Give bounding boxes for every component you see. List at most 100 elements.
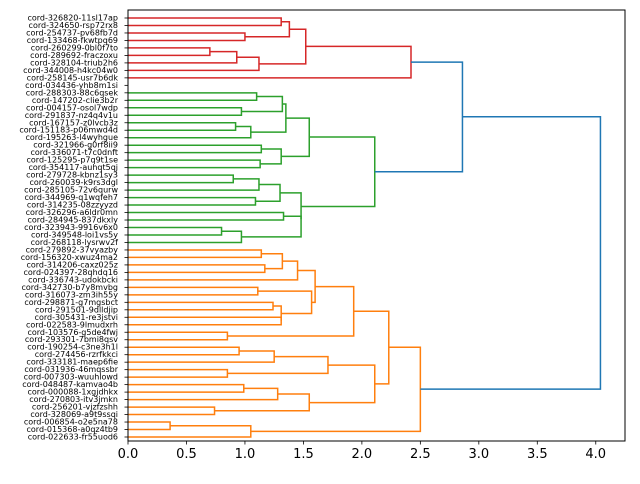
leaf-label: cord-342730-b7y8mvbg	[21, 283, 118, 292]
x-tick-label: 2.5	[410, 447, 431, 462]
leaf-label: cord-279892-37vyazby	[26, 245, 119, 254]
leaf-label: cord-293301-7bmi8qsv	[25, 335, 118, 344]
dendrogram-link	[260, 148, 282, 165]
dendrogram-link	[128, 368, 229, 378]
dendrogram-link	[128, 174, 234, 184]
leaf-label: cord-289692-fraczoxu	[30, 51, 118, 60]
leaf-label: cord-022583-9lmudxrh	[26, 320, 118, 329]
dendrogram-link	[128, 56, 260, 72]
leaf-label: cord-284945-837dkxly	[27, 216, 118, 225]
dendrogram-link	[250, 346, 422, 433]
dendrogram-link	[128, 47, 211, 57]
leaf-label: cord-291501-9dlldjip	[35, 305, 118, 314]
dendrogram-link	[128, 178, 260, 191]
dendrogram-link	[301, 136, 376, 208]
leaf-label: cord-328104-triub2h6	[30, 58, 118, 67]
x-tick-label: 3.0	[468, 447, 489, 462]
dendrogram-link	[309, 364, 376, 404]
dendrogram-link	[128, 230, 243, 244]
leaf-label: cord-022633-fr55uod6	[28, 433, 118, 442]
x-tick-label: 4.0	[585, 447, 606, 462]
leaf-label: cord-336743-udokbcki	[28, 275, 118, 284]
dendrogram-link	[353, 310, 390, 385]
leaf-label: cord-256201-vjzfzshh	[32, 403, 118, 412]
leaf-label: cord-125295-p7q9t1se	[27, 156, 119, 165]
dendrogram-link	[128, 196, 257, 206]
leaf-label: cord-314206-caxz025z	[26, 260, 118, 269]
leaf-label: cord-048487-kamvao4b	[22, 380, 118, 389]
dendrogram-link	[227, 285, 355, 337]
leaf-label: cord-324650-rsp72rx8	[29, 21, 118, 30]
dendrogram-link	[250, 103, 287, 133]
dendrogram-link	[128, 350, 275, 363]
dendrogram-link	[297, 269, 316, 304]
leaf-label: cord-354117-auhqt5qj	[29, 163, 118, 172]
leaf-label: cord-316073-zm3ih55y	[25, 290, 118, 299]
leaf-label: cord-314235-08zzyyzd	[27, 201, 118, 210]
leaf-label: cord-344008-h4kc04w0	[23, 66, 118, 75]
dendrogram-link	[244, 20, 291, 38]
dendrogram-link	[128, 159, 261, 169]
dendrogram-link	[128, 50, 238, 64]
x-tick-label: 3.5	[527, 447, 548, 462]
dendrogram-link	[128, 107, 243, 117]
leaf-label: cord-344969-q1wqfeh7	[24, 193, 118, 202]
leaf-label: cord-195263-l4wyhgue	[25, 133, 118, 142]
leaf-label: cord-007303-wuuhlowd	[24, 373, 118, 382]
leaf-label: cord-270803-itv3jmkn	[29, 395, 118, 404]
leaf-label: cord-328069-a9t9ssqi	[30, 410, 118, 419]
dendrogram-link	[128, 260, 299, 281]
dendrogram-link	[128, 331, 229, 341]
leaf-label: cord-326820-11sl17ap	[27, 14, 118, 23]
leaf-label: cord-288303-88c6qsek	[26, 88, 119, 97]
leaf-label: cord-147202-clie3b2r	[32, 96, 119, 105]
dendrogram-link	[128, 144, 263, 154]
dendrogram-link	[128, 264, 266, 274]
dendrogram-link	[128, 301, 274, 311]
dendrogram-link	[128, 425, 252, 438]
leaf-label: cord-260039-k9rs3dgl	[30, 178, 118, 187]
leaf-label: cord-006854-o2e5na78	[24, 418, 118, 427]
leaf-label: cord-156320-xwuz4ma2	[21, 253, 118, 262]
leaf-label: cord-258145-usr7b6dk	[27, 73, 119, 82]
dendrogram-link	[258, 28, 307, 65]
leaf-label: cord-015368-a0qz4tb9	[27, 425, 119, 434]
dendrogram-link	[128, 346, 240, 356]
plot-frame	[127, 9, 626, 442]
x-tick-label: 0.5	[176, 447, 197, 462]
dendrogram-link	[241, 215, 302, 238]
dendrogram-link	[128, 226, 223, 236]
leaf-label: cord-336071-t7c0dnft	[30, 148, 118, 157]
leaf-label: cord-274456-rzrfkkci	[35, 350, 118, 359]
leaf-label: cord-254737-pv68fb7d	[26, 28, 118, 37]
leaf-label: cord-034436-yhb8m1si	[25, 81, 118, 90]
leaf-label: cord-260299-0bl0f7to	[31, 43, 118, 52]
leaf-label: cord-291837-nz4q4v1u	[25, 111, 118, 120]
leaf-label: cord-004157-osol7wdp	[26, 103, 118, 112]
leaf-label: cord-349548-loi1vs5y	[31, 230, 118, 239]
dendrogram-link	[241, 95, 284, 113]
x-tick-label: 0.0	[118, 447, 139, 462]
leaf-label: cord-133468-fkwtpq69	[27, 36, 118, 45]
dendrogram-link	[227, 355, 329, 375]
leaf-label: cord-103576-g5de4fwj	[27, 328, 118, 337]
dendrogram-link	[128, 387, 279, 401]
leaf-label: cord-279728-kbnz1sy3	[26, 171, 118, 180]
dendrogram-link	[128, 383, 245, 393]
x-tick-label: 1.5	[293, 447, 314, 462]
leaf-label: cord-333181-maep6fie	[26, 358, 118, 367]
dendrogram-link	[128, 421, 171, 431]
dendrogram-link	[128, 17, 282, 27]
x-tick-label: 2.0	[352, 447, 373, 462]
x-axis-ticks: 0.0 0.5 1.0 1.5 2.0 2.5 3.0 3.5 4.0	[118, 441, 606, 462]
leaf-label: cord-151183-p06mwd4d	[19, 126, 118, 135]
leaf-label: cord-285105-72v6qurw	[24, 186, 118, 195]
dendrogram-link	[280, 192, 302, 220]
dendrogram-link	[420, 116, 602, 390]
dendrogram-link	[128, 92, 258, 102]
leaf-label: cord-321966-g0rf8ii9	[33, 141, 118, 150]
dendrogram-link	[128, 122, 237, 131]
leaf-label: cord-031936-46mqssbr	[24, 365, 118, 374]
